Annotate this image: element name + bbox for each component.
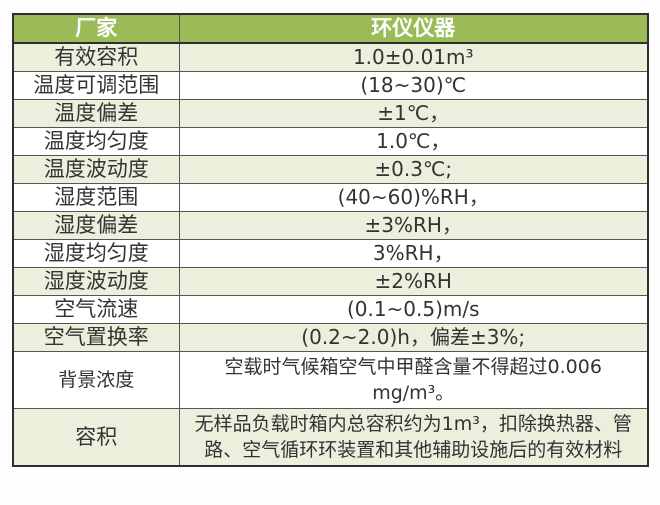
spec-row: 容积 无样品负载时箱内总容积约为1m³，扣除换热器、管路、空气循环环装置和其他辅…	[12, 408, 649, 467]
spec-value: ±3%RH，	[178, 211, 649, 240]
spec-label: 温度偏差	[12, 99, 180, 128]
spec-value: 1.0±0.01m³	[178, 42, 649, 72]
spec-row: 背景浓度 空载时气候箱空气中甲醛含量不得超过0.006 mg/m³。	[12, 351, 649, 409]
spec-value: (0.2~2.0)h，偏差±3%;	[178, 323, 649, 352]
spec-label: 温度波动度	[12, 155, 180, 184]
spec-label: 温度可调范围	[12, 71, 180, 100]
spec-row: 湿度偏差 ±3%RH，	[12, 211, 649, 240]
spec-row: 有效容积 1.0±0.01m³	[12, 42, 649, 72]
header-row: 厂家 环仪仪器	[12, 13, 649, 44]
spec-value: (18~30)℃	[178, 71, 649, 100]
spec-label: 温度均匀度	[12, 127, 180, 156]
spec-row: 温度可调范围 (18~30)℃	[12, 71, 649, 100]
spec-value: 1.0℃，	[178, 127, 649, 156]
spec-label: 有效容积	[12, 42, 180, 72]
spec-row: 湿度波动度 ±2%RH	[12, 267, 649, 296]
header-brand-cell: 环仪仪器	[178, 13, 649, 44]
spec-value: ±0.3℃;	[178, 155, 649, 184]
spec-value: 空载时气候箱空气中甲醛含量不得超过0.006 mg/m³。	[178, 351, 649, 409]
spec-table: 厂家 环仪仪器 有效容积 1.0±0.01m³ 温度可调范围 (18~30)℃ …	[12, 13, 649, 467]
header-vendor-cell: 厂家	[12, 13, 180, 44]
spec-value: (0.1~0.5)m/s	[178, 295, 649, 324]
spec-row: 温度均匀度 1.0℃，	[12, 127, 649, 156]
spec-value: 3%RH，	[178, 239, 649, 268]
spec-row: 湿度范围 (40~60)%RH，	[12, 183, 649, 212]
spec-row: 湿度均匀度 3%RH，	[12, 239, 649, 268]
spec-label: 湿度均匀度	[12, 239, 180, 268]
spec-row: 空气流速 (0.1~0.5)m/s	[12, 295, 649, 324]
spec-label: 湿度范围	[12, 183, 180, 212]
spec-label: 湿度波动度	[12, 267, 180, 296]
spec-label: 空气流速	[12, 295, 180, 324]
spec-label: 空气置换率	[12, 323, 180, 352]
spec-value: 无样品负载时箱内总容积约为1m³，扣除换热器、管路、空气循环环装置和其他辅助设施…	[178, 408, 649, 467]
spec-label: 容积	[12, 408, 180, 467]
spec-row: 空气置换率 (0.2~2.0)h，偏差±3%;	[12, 323, 649, 352]
spec-label: 背景浓度	[12, 351, 180, 409]
spec-row: 温度波动度 ±0.3℃;	[12, 155, 649, 184]
spec-label: 湿度偏差	[12, 211, 180, 240]
spec-value: (40~60)%RH，	[178, 183, 649, 212]
spec-row: 温度偏差 ±1℃，	[12, 99, 649, 128]
spec-value: ±2%RH	[178, 267, 649, 296]
spec-value: ±1℃，	[178, 99, 649, 128]
